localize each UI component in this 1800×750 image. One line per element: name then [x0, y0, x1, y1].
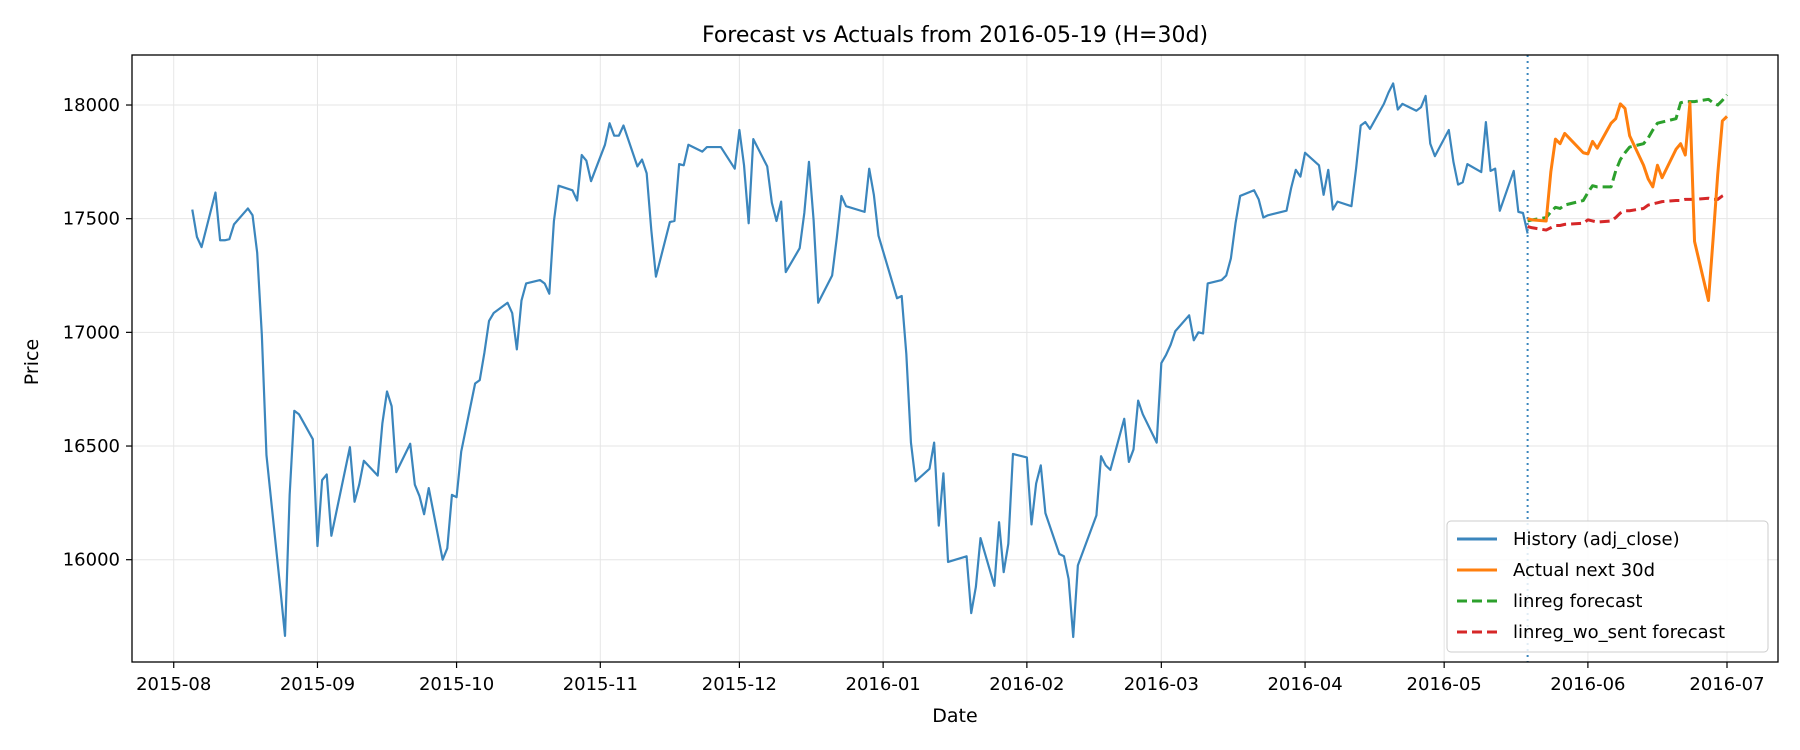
y-tick-label: 17500 [63, 209, 120, 230]
y-tick-label: 16500 [63, 436, 120, 457]
series-line-history-adj-close [191, 82, 1529, 639]
chart-title: Forecast vs Actuals from 2016-05-19 (H=3… [702, 23, 1208, 48]
y-tick-label: 18000 [63, 95, 120, 116]
x-tick-label: 2015-09 [280, 674, 355, 695]
x-tick-label: 2016-06 [1550, 674, 1625, 695]
series-line-linreg-forecast [1527, 93, 1729, 223]
x-tick-label: 2016-07 [1689, 674, 1764, 695]
x-tick-label: 2016-05 [1407, 674, 1482, 695]
x-tick-label: 2015-10 [419, 674, 494, 695]
x-tick-label: 2015-08 [136, 674, 211, 695]
x-tick-label: 2016-03 [1124, 674, 1199, 695]
y-axis-label: Price [21, 339, 43, 385]
series-line-actual-next-30d [1527, 101, 1729, 303]
legend-label: linreg_wo_sent forecast [1513, 622, 1725, 643]
y-axis: 16000 16500 17000 17500 18000 [63, 95, 132, 571]
x-tick-label: 2015-12 [702, 674, 777, 695]
x-axis-label: Date [932, 705, 977, 727]
x-tick-label: 2015-11 [563, 674, 638, 695]
legend-label: Actual next 30d [1513, 560, 1655, 581]
x-tick-label: 2016-02 [989, 674, 1064, 695]
legend-label: History (adj_close) [1513, 529, 1680, 550]
x-axis: 2015-08 2015-09 2015-10 2015-11 2015-12 2016-… [136, 662, 1765, 695]
legend-box [1446, 520, 1769, 653]
x-tick-label: 2016-04 [1267, 674, 1342, 695]
x-tick-label: 2016-01 [846, 674, 921, 695]
legend: History (adj_close) Actual next 30d linreg… [1446, 520, 1769, 653]
plot-frame [131, 54, 1779, 663]
y-tick-label: 17000 [63, 322, 120, 343]
y-tick-label: 16000 [63, 550, 120, 571]
legend-label: linreg forecast [1513, 591, 1642, 612]
series-line-linreg-wo-sent-forecast [1527, 192, 1728, 232]
